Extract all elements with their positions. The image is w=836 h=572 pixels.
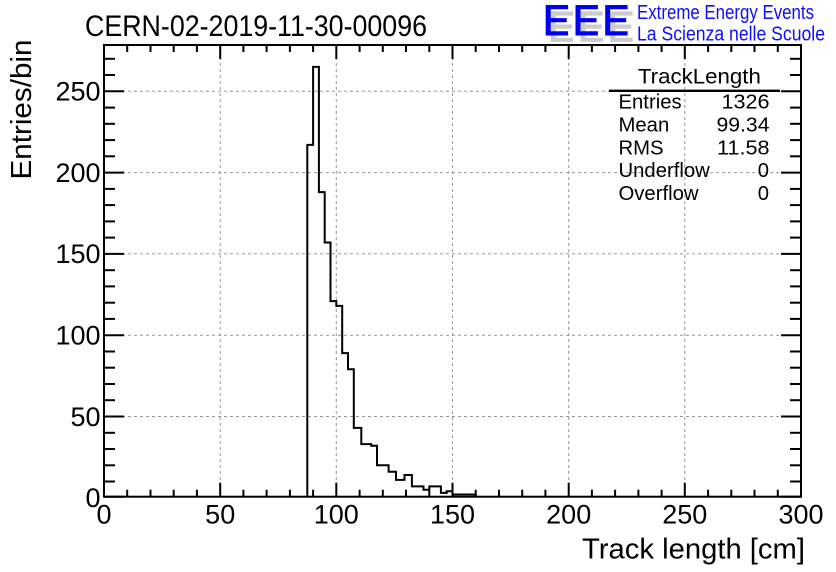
svg-text:250: 250 bbox=[662, 500, 707, 530]
svg-text:100: 100 bbox=[55, 321, 100, 351]
svg-text:La Scienza nelle Scuole: La Scienza nelle Scuole bbox=[637, 24, 825, 46]
svg-text:150: 150 bbox=[55, 239, 100, 269]
svg-text:0: 0 bbox=[758, 160, 769, 182]
svg-text:0: 0 bbox=[96, 500, 111, 530]
svg-text:Overflow: Overflow bbox=[619, 183, 699, 205]
svg-text:Underflow: Underflow bbox=[619, 160, 711, 182]
svg-text:99.34: 99.34 bbox=[717, 114, 770, 136]
svg-text:Mean: Mean bbox=[619, 114, 670, 136]
svg-text:RMS: RMS bbox=[619, 137, 664, 159]
svg-text:Extreme Energy Events: Extreme Energy Events bbox=[637, 2, 814, 24]
svg-text:Track length [cm]: Track length [cm] bbox=[582, 533, 805, 565]
svg-text:Entries/bin: Entries/bin bbox=[6, 40, 38, 180]
svg-text:300: 300 bbox=[778, 500, 823, 530]
svg-text:1326: 1326 bbox=[722, 92, 770, 114]
svg-text:TrackLength: TrackLength bbox=[638, 66, 761, 89]
svg-text:100: 100 bbox=[314, 500, 359, 530]
svg-text:11.58: 11.58 bbox=[717, 137, 770, 159]
svg-text:200: 200 bbox=[55, 158, 100, 188]
svg-text:50: 50 bbox=[205, 500, 235, 530]
svg-text:150: 150 bbox=[430, 500, 475, 530]
svg-text:0: 0 bbox=[758, 183, 769, 205]
svg-text:250: 250 bbox=[55, 77, 100, 107]
svg-text:50: 50 bbox=[70, 402, 100, 432]
svg-text:0: 0 bbox=[85, 483, 100, 513]
svg-text:200: 200 bbox=[546, 500, 591, 530]
svg-text:Entries: Entries bbox=[619, 92, 682, 114]
svg-text:CERN-02-2019-11-30-00096: CERN-02-2019-11-30-00096 bbox=[85, 10, 427, 43]
